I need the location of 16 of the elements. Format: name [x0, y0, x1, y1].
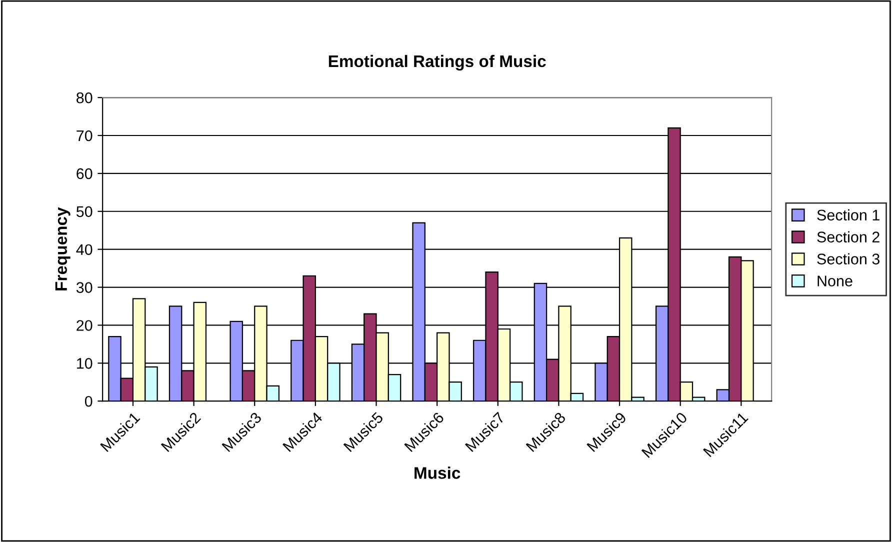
y-tick-label: 50: [76, 206, 92, 218]
y-axis-title: Frequency: [55, 207, 70, 290]
y-tick-label: 60: [76, 168, 92, 180]
y-tick-label: 40: [76, 244, 92, 256]
legend-label: Section 1: [817, 209, 880, 221]
legend-label: Section 3: [817, 253, 880, 264]
legend-label: None: [818, 276, 852, 286]
y-tick-label: 80: [76, 92, 92, 104]
legend-label: Section 2: [817, 231, 880, 242]
y-tick-label: 0: [84, 396, 92, 407]
y-tick-label: 10: [77, 358, 92, 369]
y-tick-label: 70: [76, 130, 92, 142]
chart-title: Emotional Ratings of Music: [328, 54, 546, 71]
y-tick-label: 30: [76, 282, 92, 293]
x-axis-title: Music: [414, 466, 460, 479]
y-tick-label: 20: [76, 320, 92, 331]
